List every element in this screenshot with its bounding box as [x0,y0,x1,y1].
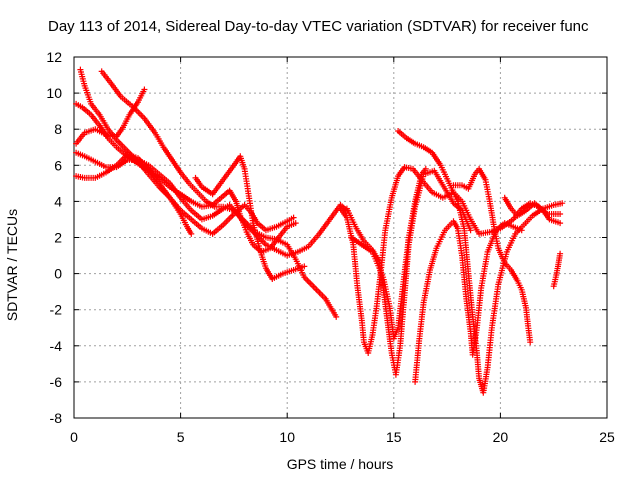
data-point-markers [192,153,308,282]
series-track-8 [337,164,564,356]
data-markers [73,66,566,396]
y-tick-label: 4 [54,193,62,209]
x-tick-label: 15 [386,429,402,445]
y-tick-label: -6 [50,374,63,390]
series-track-6 [73,86,148,147]
series-track-11 [395,128,566,396]
x-tick-label: 10 [279,429,295,445]
y-tick-label: 8 [54,121,62,137]
series-track-5 [98,68,340,320]
y-tick-label: -8 [50,410,63,426]
y-tick-label: 2 [54,230,62,246]
series-track-15 [550,250,564,290]
y-tick-label: 0 [54,266,62,282]
data-point-markers [348,165,429,342]
y-tick-label: -2 [50,302,63,318]
x-tick-label: 0 [70,429,78,445]
series-track-12 [412,218,525,385]
series-track-13 [450,165,534,346]
x-tick-label: 25 [599,429,615,445]
series-track-7 [192,153,308,282]
series-track-14 [501,194,564,227]
y-tick-label: 12 [46,49,62,65]
y-axis-label: SDTVAR / TECUs [4,208,20,322]
x-tick-label: 5 [177,429,185,445]
y-tick-label: 6 [54,157,62,173]
chart-title: Day 113 of 2014, Sidereal Day-to-day VTE… [48,18,589,35]
data-point-markers [73,86,148,147]
data-point-markers [395,128,566,396]
data-point-markers [450,165,534,346]
x-axis-label: GPS time / hours [286,456,394,472]
data-point-markers [412,218,525,385]
series-track-10 [348,165,429,342]
data-point-markers [550,250,564,290]
y-tick-label: -4 [50,338,63,354]
y-tick-label: 10 [46,85,62,101]
data-point-markers [98,68,340,320]
data-point-markers [501,194,564,227]
grid-lines [74,57,607,418]
axis-ticks: 0 5 10 15 20 25 -8 -6 -4 -2 0 2 4 6 8 10 12 [46,49,615,445]
x-tick-label: 20 [493,429,509,445]
data-point-markers [77,66,195,237]
data-point-markers [337,164,564,356]
series-track-4 [77,66,195,237]
